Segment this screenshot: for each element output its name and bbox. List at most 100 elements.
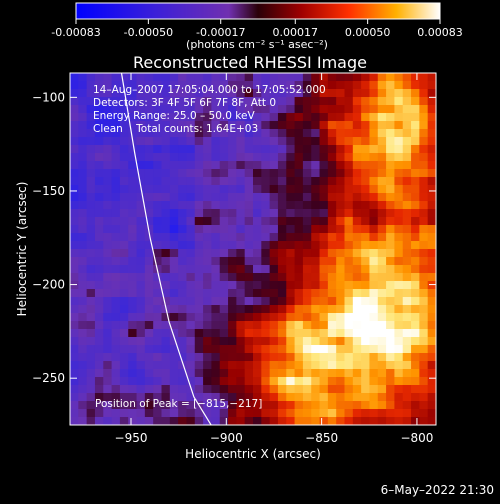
heatmap-cell: [394, 97, 404, 106]
heatmap-cell: [244, 241, 254, 250]
heatmap-cell: [427, 361, 436, 370]
heatmap-cell: [178, 329, 188, 338]
heatmap-cell: [344, 297, 354, 306]
heatmap-cell: [302, 161, 312, 170]
heatmap-cell: [336, 249, 346, 258]
heatmap-cell: [361, 361, 371, 370]
heatmap-cell: [253, 409, 262, 418]
heatmap-cell: [344, 209, 354, 218]
heatmap-cell: [411, 73, 420, 82]
heatmap-cell: [369, 361, 379, 370]
heatmap-cell: [419, 369, 429, 378]
heatmap-cell: [286, 281, 296, 290]
heatmap-cell: [161, 97, 171, 106]
heatmap-cell: [70, 337, 79, 346]
heatmap-cell: [302, 281, 312, 290]
heatmap-cell: [144, 161, 154, 170]
heatmap-cell: [311, 385, 321, 394]
heatmap-cell: [319, 177, 329, 186]
heatmap-cell: [394, 225, 404, 234]
heatmap-cell: [128, 105, 138, 114]
heatmap-cell: [352, 329, 362, 338]
heatmap-cell: [144, 385, 154, 394]
heatmap-cell: [228, 385, 237, 394]
heatmap-cell: [352, 233, 362, 242]
heatmap-cell: [203, 81, 213, 90]
heatmap-cell: [253, 153, 262, 162]
heatmap-cell: [194, 273, 204, 282]
heatmap-cell: [286, 297, 296, 306]
heatmap-cell: [153, 313, 163, 322]
heatmap-cell: [261, 89, 271, 98]
heatmap-cell: [286, 225, 296, 234]
heatmap-cell: [369, 281, 379, 290]
heatmap-cell: [394, 89, 404, 98]
heatmap-cell: [244, 145, 254, 154]
heatmap-cell: [94, 417, 104, 425]
heatmap-cell: [361, 105, 371, 114]
heatmap-cell: [336, 409, 346, 418]
heatmap-cell: [344, 305, 354, 314]
heatmap-cell: [394, 281, 404, 290]
heatmap-cell: [286, 345, 296, 354]
heatmap-cell: [236, 153, 246, 162]
heatmap-cell: [244, 105, 254, 114]
heatmap-cell: [286, 289, 296, 298]
heatmap-cell: [369, 225, 379, 234]
heatmap-cell: [119, 249, 129, 258]
info-line-counts: Clean Total counts: 1.64E+03: [93, 123, 258, 135]
heatmap-cell: [119, 385, 129, 394]
heatmap-cell: [219, 97, 229, 106]
heatmap-cell: [186, 345, 196, 354]
heatmap-cell: [427, 289, 436, 298]
heatmap-cell: [244, 73, 254, 82]
heatmap-cell: [219, 129, 229, 138]
heatmap-cell: [386, 169, 396, 178]
heatmap-cell: [103, 289, 113, 298]
heatmap-cell: [427, 177, 436, 186]
heatmap-cell: [94, 105, 104, 114]
heatmap-cell: [78, 241, 88, 250]
heatmap-cell: [261, 409, 271, 418]
heatmap-cell: [411, 97, 420, 106]
heatmap-cell: [119, 121, 129, 130]
heatmap-cell: [419, 417, 429, 425]
heatmap-cell: [402, 177, 412, 186]
heatmap-cell: [427, 377, 436, 386]
heatmap-cell: [203, 297, 213, 306]
heatmap-cell: [419, 209, 429, 218]
heatmap-cell: [302, 289, 312, 298]
heatmap-cell: [203, 369, 213, 378]
heatmap-cell: [103, 369, 113, 378]
heatmap-cell: [427, 241, 436, 250]
heatmap-cell: [352, 313, 362, 322]
heatmap-cell: [186, 177, 196, 186]
heatmap-cell: [186, 321, 196, 330]
heatmap-cell: [319, 281, 329, 290]
heatmap-cell: [386, 409, 396, 418]
heatmap-cell: [136, 209, 146, 218]
heatmap-cell: [361, 273, 371, 282]
heatmap-cell: [144, 89, 154, 98]
heatmap-cell: [203, 97, 213, 106]
heatmap-cell: [253, 297, 262, 306]
heatmap-cell: [411, 273, 420, 282]
heatmap-cell: [286, 369, 296, 378]
heatmap-cell: [369, 257, 379, 266]
heatmap-cell: [228, 281, 237, 290]
heatmap-cell: [411, 169, 420, 178]
heatmap-cell: [86, 305, 96, 314]
heatmap-cell: [153, 113, 163, 122]
heatmap-cell: [178, 345, 188, 354]
heatmap-cell: [119, 217, 129, 226]
heatmap-cell: [261, 345, 271, 354]
heatmap-cell: [319, 201, 329, 210]
heatmap-cell: [294, 289, 304, 298]
heatmap-cell: [253, 385, 262, 394]
heatmap-cell: [119, 393, 129, 402]
heatmap-cell: [394, 409, 404, 418]
heatmap-cell: [386, 241, 396, 250]
heatmap-cell: [244, 169, 254, 178]
heatmap-cell: [203, 393, 213, 402]
heatmap-cell: [144, 249, 154, 258]
